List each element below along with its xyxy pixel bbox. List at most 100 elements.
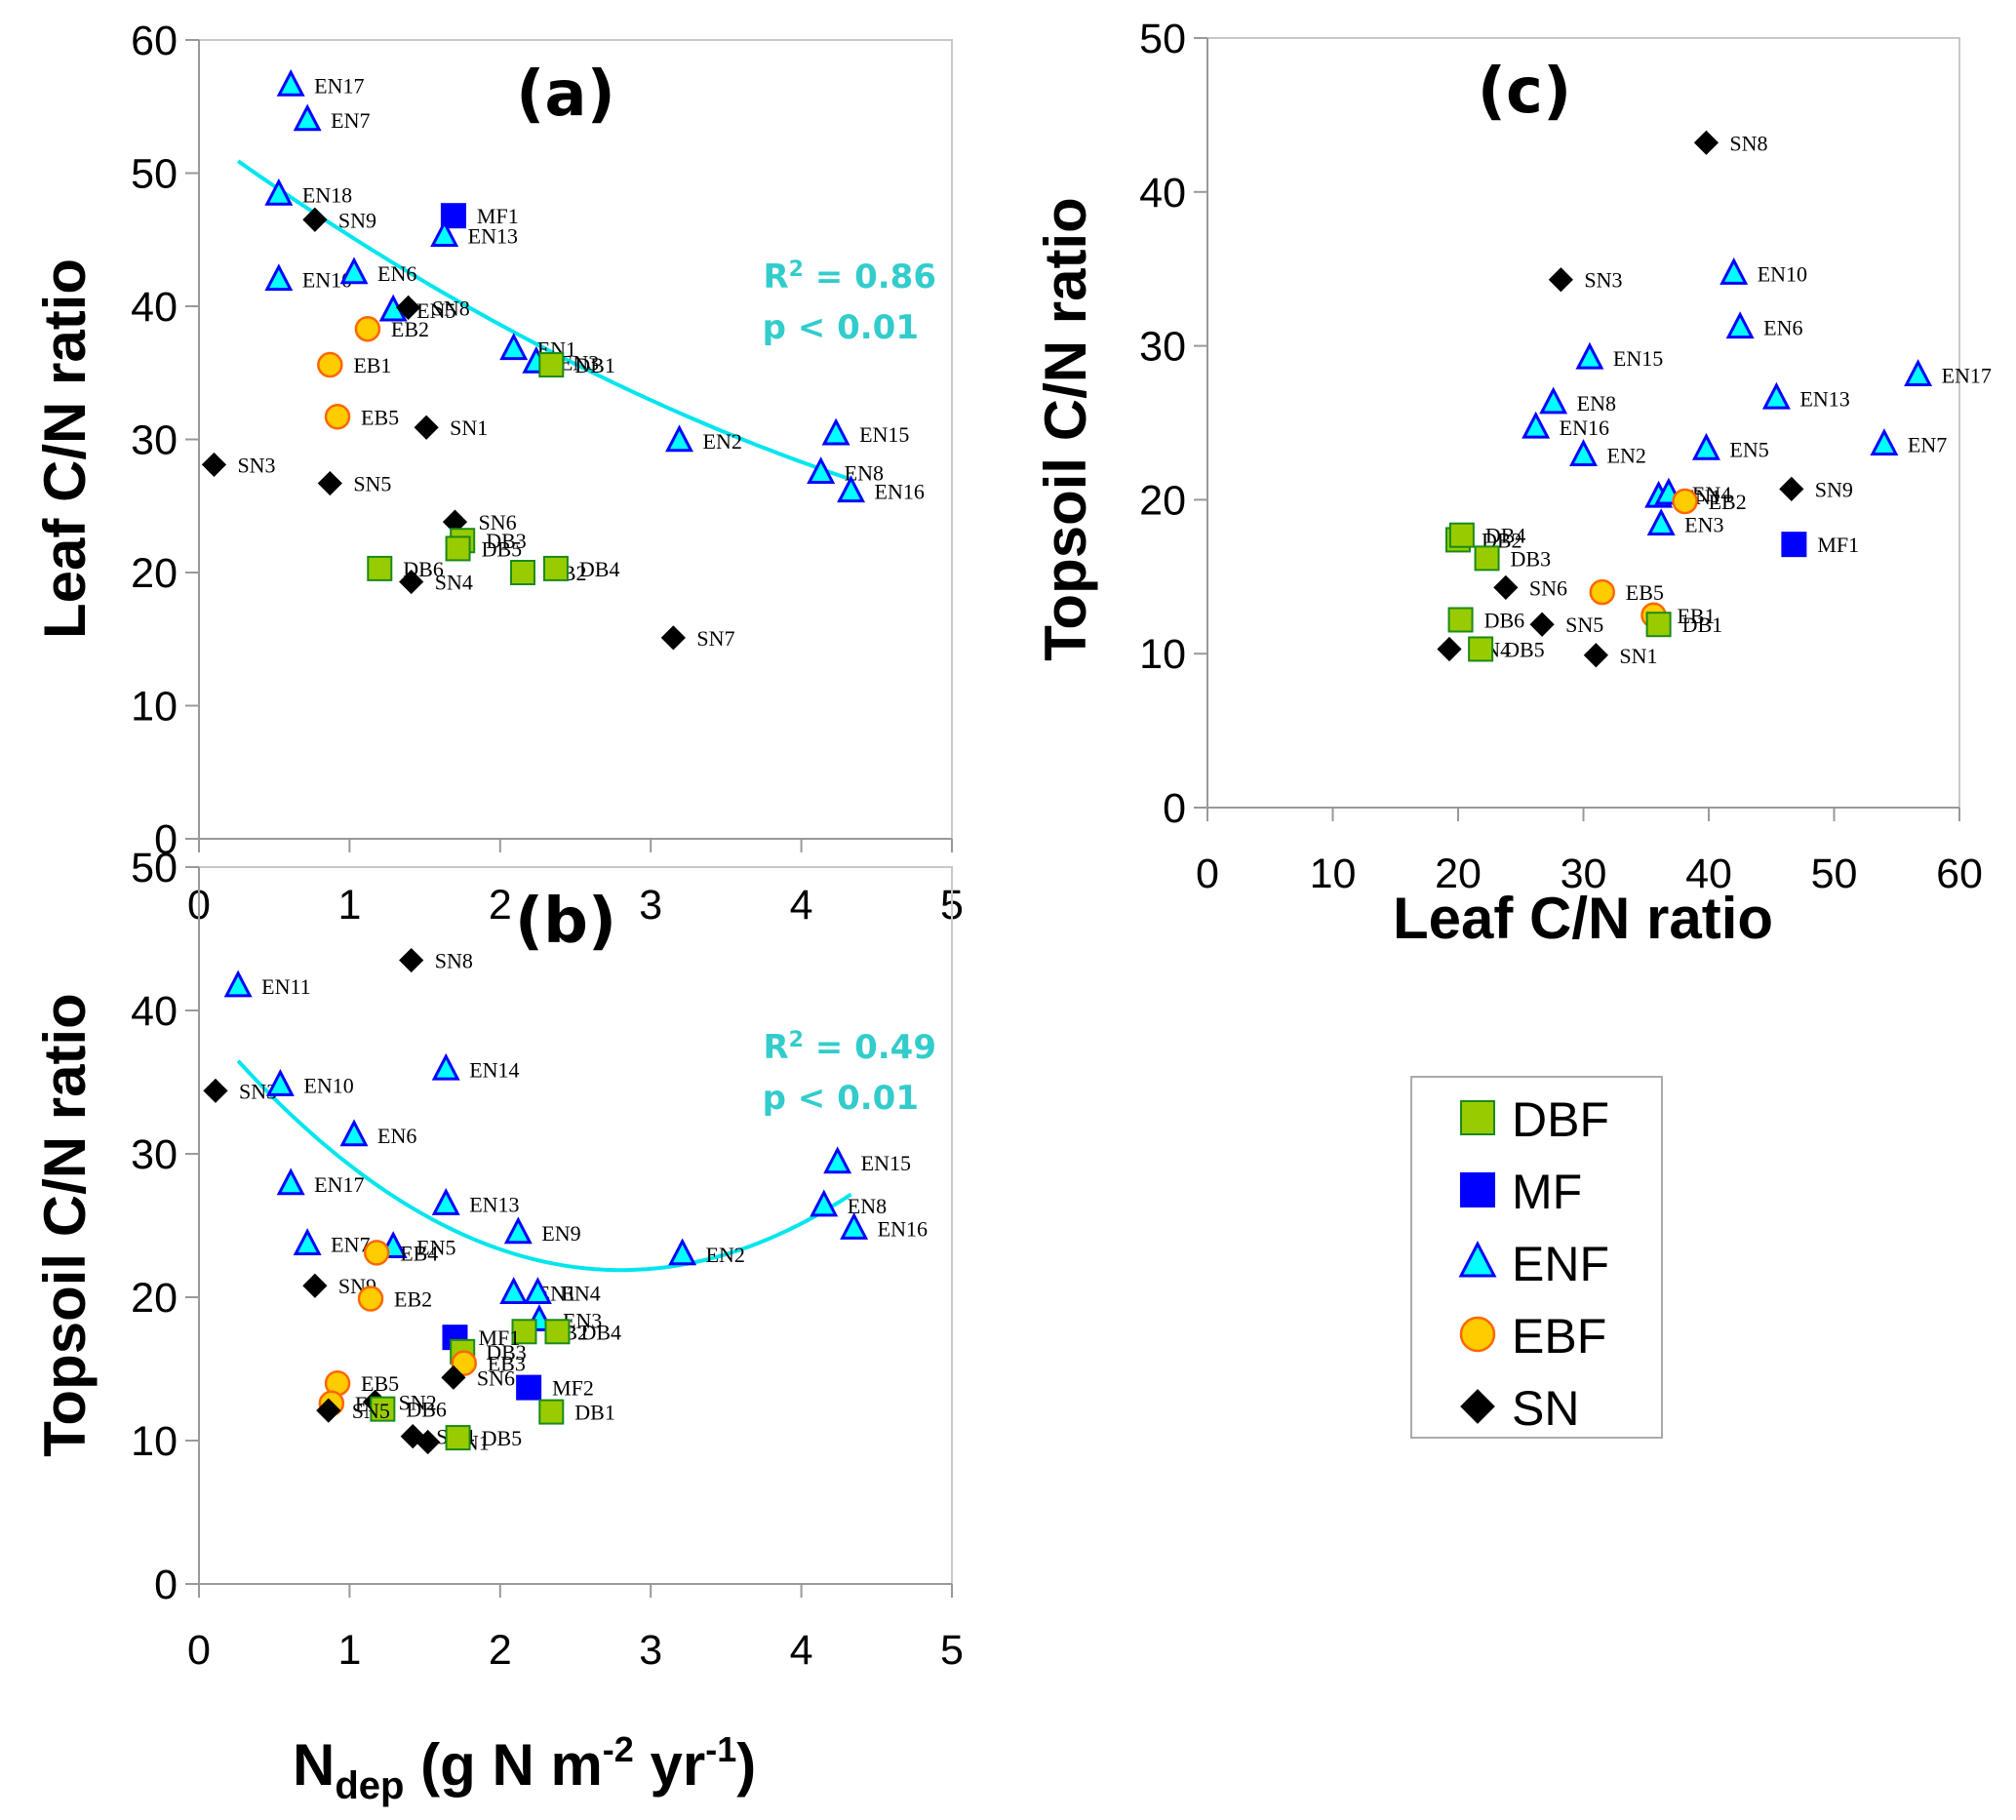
- point-label: EN10: [303, 1073, 353, 1097]
- x-tick-label: 10: [1310, 851, 1357, 897]
- data-point-sn5: SN5: [317, 470, 391, 496]
- enf-marker: [665, 424, 694, 453]
- point-label: EN10: [1758, 261, 1807, 286]
- point-label: EN17: [314, 73, 364, 98]
- x-tick-label: 60: [1936, 851, 1983, 897]
- point-label: EN6: [377, 261, 416, 286]
- point-label: EN7: [331, 108, 370, 133]
- data-point-en13: EN13: [1761, 381, 1850, 411]
- dbf-marker: [538, 352, 565, 378]
- dbf-marker: [1447, 607, 1474, 633]
- data-point-mf1: MF1: [1781, 532, 1859, 558]
- data-point-en1: EN1: [499, 333, 576, 362]
- data-point-sn3: SN3: [1548, 267, 1622, 293]
- point-label: EN15: [1613, 346, 1663, 371]
- point-label: EB3: [488, 1352, 526, 1376]
- x-tick-label: 30: [1561, 851, 1607, 897]
- panel-label: (a): [516, 59, 615, 131]
- point-label: EN3: [560, 350, 599, 375]
- panel-c-x-axis-title: Leaf C/N ratio: [1393, 886, 1773, 951]
- mf-marker: [1781, 532, 1807, 558]
- data-point-sn9: SN9: [302, 207, 376, 232]
- point-label: DB1: [574, 353, 615, 377]
- data-point-en2: EN2: [665, 424, 742, 454]
- dbf-marker: [542, 555, 569, 581]
- y-tick-label: 50: [131, 845, 178, 891]
- enf-marker: [265, 1068, 295, 1096]
- point-label: DB5: [1504, 637, 1545, 661]
- data-point-sn7: SN7: [660, 625, 734, 651]
- dbf-marker: [445, 535, 471, 562]
- enf-marker: [823, 1146, 852, 1174]
- legend-item-ebf: EBF: [1459, 1309, 1606, 1364]
- dbf-marker: [370, 1396, 396, 1422]
- ebf-marker: [1672, 488, 1698, 515]
- point-label: DB4: [580, 1320, 621, 1344]
- data-point-sn8: SN8: [399, 947, 473, 973]
- point-label: EN2: [703, 429, 742, 454]
- data-point-en13: EN13: [431, 1187, 520, 1216]
- point-label: SN8: [432, 296, 470, 320]
- data-point-en2: EN2: [1569, 439, 1646, 468]
- data-point-en16: EN16: [840, 1211, 928, 1241]
- data-point-en17: EN17: [276, 68, 365, 98]
- enf-marker: [503, 1216, 533, 1245]
- legend-item-mf: MF: [1460, 1165, 1582, 1219]
- point-label: EB5: [361, 1371, 399, 1396]
- data-point-sn9: SN9: [1779, 476, 1853, 501]
- x-tick-label: 5: [940, 1627, 964, 1674]
- data-point-eb2: EB2: [357, 1286, 432, 1312]
- y-tick-label: 0: [154, 1562, 178, 1608]
- legend-label: EBF: [1512, 1309, 1606, 1364]
- data-point-en15: EN15: [1575, 341, 1663, 371]
- point-label: EB1: [353, 353, 391, 377]
- panel-label: (b): [515, 886, 616, 958]
- point-label: EN16: [1560, 415, 1609, 440]
- data-point-eb4: EB4: [363, 1240, 438, 1266]
- data-point-db1: DB1: [538, 352, 615, 378]
- panel-b-x-axis-title: Ndep (g N m-2 yr-1): [293, 1729, 756, 1807]
- enf-marker: [810, 1189, 839, 1217]
- point-label: EN15: [859, 422, 909, 447]
- data-point-sn8: SN8: [1693, 130, 1768, 155]
- ebf-marker: [363, 1240, 390, 1266]
- enf-marker: [821, 417, 850, 446]
- data-point-db1: DB1: [1645, 612, 1722, 638]
- dbf-marker: [1474, 545, 1500, 572]
- y-tick-label: 20: [131, 1275, 178, 1322]
- svg-text:Ndep (g N m-2 yr-1): Ndep (g N m-2 yr-1): [293, 1729, 756, 1807]
- dbf-marker: [1448, 522, 1475, 548]
- sn-marker: [1583, 643, 1608, 668]
- y-tick-label: 30: [1139, 324, 1186, 371]
- data-point-en6: EN6: [339, 1119, 416, 1148]
- data-point-eb2: EB2: [354, 315, 429, 342]
- x-tick-label: 3: [639, 882, 662, 929]
- data-point-eb2: EB2: [1672, 488, 1747, 515]
- point-label: EN8: [1577, 391, 1616, 415]
- regression-curve: [236, 1059, 852, 1273]
- point-label: EN13: [468, 224, 518, 249]
- p-value-label: p < 0.01: [763, 1079, 919, 1118]
- point-label: MF1: [477, 204, 519, 228]
- legend-box: [1410, 1076, 1663, 1439]
- x-tick-label: 4: [790, 1627, 813, 1674]
- enf-marker: [840, 1211, 869, 1240]
- y-tick-label: 40: [1139, 170, 1186, 217]
- point-label: EB5: [361, 405, 399, 429]
- data-point-en7: EN7: [293, 1228, 370, 1257]
- data-point-en17: EN17: [1904, 359, 1992, 388]
- data-point-en7: EN7: [293, 103, 370, 133]
- point-label: EN16: [878, 1216, 928, 1241]
- sn-marker: [1529, 612, 1555, 637]
- sn-legend-marker: [1460, 1389, 1495, 1424]
- data-point-db4: DB4: [1448, 522, 1525, 548]
- legend-label: MF: [1512, 1165, 1582, 1219]
- data-point-en18: EN18: [264, 178, 352, 207]
- point-label: EN9: [541, 1221, 580, 1246]
- sn-marker: [441, 1365, 466, 1390]
- panel-c-topsoil-cn-vs-leaf-cn: 0 10 20 30 40 50 0 10 20 30 40 50 60 (c) SN8 SN3 EN10 EN6…: [1139, 16, 1992, 897]
- point-label: EB2: [394, 1286, 432, 1311]
- data-point-en2: EN2: [668, 1238, 745, 1267]
- point-label: EN5: [416, 1236, 455, 1260]
- data-point-en6: EN6: [339, 257, 416, 286]
